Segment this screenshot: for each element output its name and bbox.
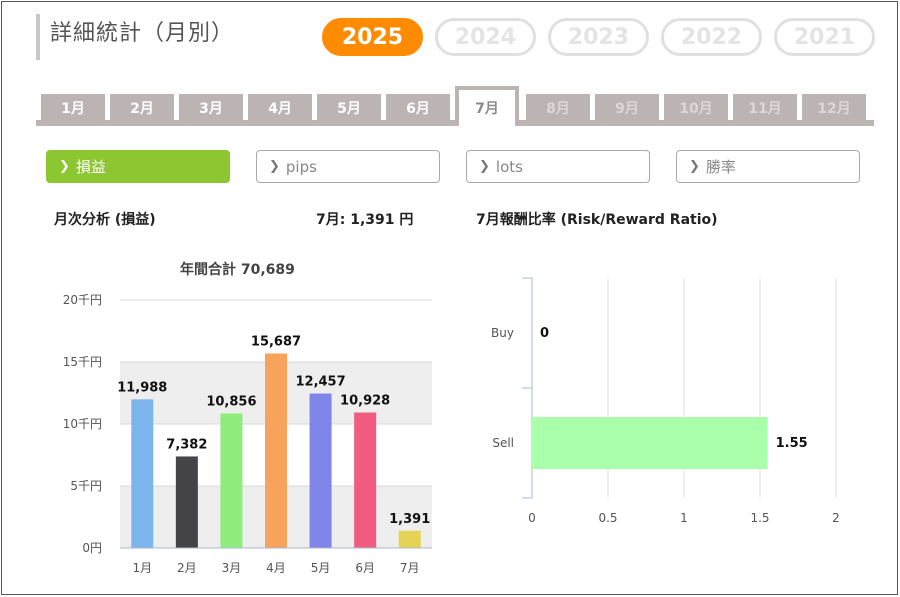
rr-heading: 7月報酬比率 (Risk/Reward Ratio) bbox=[476, 212, 718, 228]
filter-label: lots bbox=[495, 157, 523, 176]
bar-value-label: 7,382 bbox=[166, 437, 207, 452]
x-tick-label: 1.5 bbox=[750, 511, 769, 525]
year-pill-2025[interactable]: 2025 bbox=[322, 18, 423, 56]
x-tick-label: 6月 bbox=[355, 561, 375, 575]
monthly-analysis-heading: 月次分析 (損益) bbox=[54, 212, 156, 228]
year-selector: 2025 2024 2023 2022 2021 bbox=[322, 18, 875, 56]
filter-button-lots[interactable]: ❯ lots bbox=[466, 150, 650, 183]
filter-label: pips bbox=[285, 157, 317, 176]
chevron-right-icon: ❯ bbox=[59, 159, 70, 174]
x-tick-label: 7月 bbox=[400, 561, 420, 575]
bar bbox=[309, 393, 332, 548]
bar-value-label: 15,687 bbox=[251, 334, 301, 349]
bar bbox=[398, 530, 421, 548]
x-tick-label: 2月 bbox=[177, 561, 197, 575]
bar bbox=[265, 353, 287, 548]
page-title: 詳細統計（月別） bbox=[36, 14, 234, 60]
current-month-value: 7月: 1,391 円 bbox=[316, 212, 414, 228]
plot-band bbox=[120, 300, 432, 362]
tab-month-11: 11月 bbox=[733, 94, 797, 122]
x-tick-label: 5月 bbox=[311, 561, 331, 575]
bar bbox=[354, 412, 377, 548]
tab-month-9: 9月 bbox=[595, 94, 659, 122]
annual-total: 年間合計 70,689 bbox=[180, 262, 295, 278]
y-tick-label: Sell bbox=[492, 436, 514, 450]
chevron-right-icon: ❯ bbox=[269, 159, 280, 174]
x-tick-label: 3月 bbox=[222, 561, 242, 575]
x-tick-label: 0 bbox=[528, 511, 536, 525]
rr-bar-chart: 0 0.5 1 1.5 2 Buy 0 Sell 1.55 bbox=[491, 277, 840, 525]
chevron-right-icon: ❯ bbox=[689, 159, 700, 174]
tab-month-10: 10月 bbox=[664, 94, 728, 122]
bar-value-label: 12,457 bbox=[295, 375, 345, 390]
x-tick-label: 2 bbox=[832, 511, 840, 525]
y-tick-label: 15千円 bbox=[63, 355, 102, 369]
x-tick-label: 4月 bbox=[266, 561, 286, 575]
tab-month-1[interactable]: 1月 bbox=[41, 94, 105, 122]
bar bbox=[532, 417, 768, 469]
filter-label: 勝率 bbox=[705, 158, 736, 176]
bar bbox=[175, 456, 198, 548]
x-tick-label: 0.5 bbox=[598, 511, 617, 525]
x-tick-label: 1 bbox=[680, 511, 688, 525]
filter-button-pnl[interactable]: ❯ 損益 bbox=[46, 150, 230, 183]
y-tick-label: 20千円 bbox=[63, 293, 102, 307]
bar-value-label: 0 bbox=[540, 326, 549, 341]
x-tick-label: 1月 bbox=[132, 561, 152, 575]
year-pill-2021[interactable]: 2021 bbox=[774, 18, 875, 56]
y-tick-label: 0円 bbox=[82, 541, 102, 555]
bar-value-label: 10,856 bbox=[206, 394, 256, 409]
y-tick-label: Buy bbox=[491, 326, 514, 340]
tab-month-2[interactable]: 2月 bbox=[110, 94, 174, 122]
filter-button-pips[interactable]: ❯ pips bbox=[256, 150, 440, 183]
year-pill-2024[interactable]: 2024 bbox=[435, 18, 536, 56]
year-pill-2022[interactable]: 2022 bbox=[661, 18, 762, 56]
filter-button-winrate[interactable]: ❯ 勝率 bbox=[676, 150, 860, 183]
year-pill-2023[interactable]: 2023 bbox=[548, 18, 649, 56]
monthly-bar-chart: 0円 5千円 10千円 15千円 20千円 11,988 1月 7,382 2月 10,856 3月… bbox=[63, 293, 432, 575]
month-tabs: 1月 2月 3月 4月 5月 6月 7月 8月 9月 10月 11月 12月 bbox=[36, 86, 874, 126]
tab-month-4[interactable]: 4月 bbox=[248, 94, 312, 122]
y-tick-label: 5千円 bbox=[70, 479, 102, 493]
chevron-right-icon: ❯ bbox=[479, 159, 490, 174]
page-title-text: 詳細統計（月別） bbox=[50, 21, 235, 46]
bar-value-label: 11,988 bbox=[117, 380, 167, 395]
tab-month-8: 8月 bbox=[526, 94, 590, 122]
bar-value-label: 1.55 bbox=[776, 436, 808, 451]
bar-value-label: 1,391 bbox=[389, 512, 430, 527]
bar bbox=[220, 413, 243, 548]
tab-month-5[interactable]: 5月 bbox=[317, 94, 381, 122]
tab-month-3[interactable]: 3月 bbox=[179, 94, 243, 122]
filter-label: 損益 bbox=[75, 158, 106, 176]
y-tick-label: 10千円 bbox=[63, 417, 102, 431]
tab-month-6[interactable]: 6月 bbox=[386, 94, 450, 122]
bar bbox=[131, 399, 154, 548]
tab-month-12: 12月 bbox=[802, 94, 866, 122]
tab-month-7[interactable]: 7月 bbox=[455, 86, 519, 126]
bar-value-label: 10,928 bbox=[340, 393, 390, 408]
